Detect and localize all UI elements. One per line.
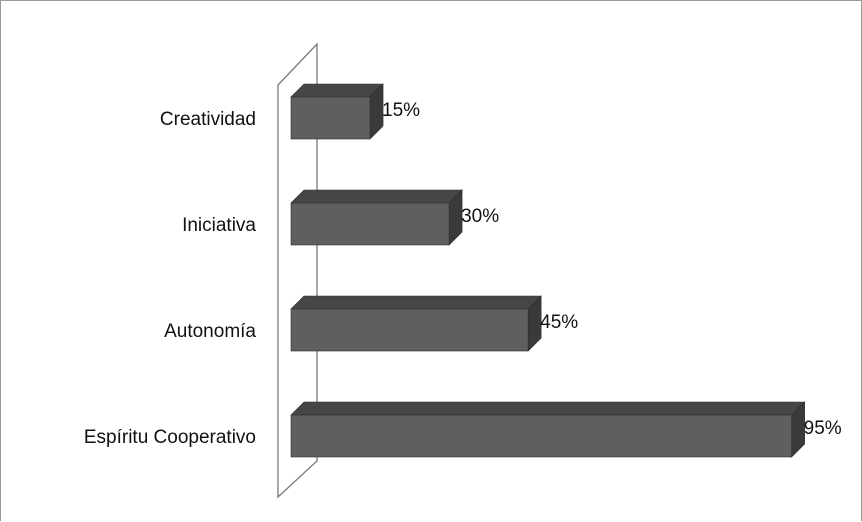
labels-group: Creatividad 15% Iniciativa 30% Autonomía 45% E… [84, 100, 842, 448]
bar-top-face [290, 83, 384, 98]
category-label: Iniciativa [182, 215, 256, 236]
axis-wall [277, 42, 318, 499]
data-label: 30% [461, 206, 499, 227]
bar [290, 308, 529, 352]
data-label: 45% [540, 312, 578, 333]
axis-wall-shape [277, 42, 318, 499]
bar-top-face [290, 401, 806, 416]
bar [290, 96, 371, 140]
data-label: 95% [804, 418, 842, 439]
category-label: Espíritu Cooperativo [84, 427, 256, 448]
bar-top-face [290, 295, 542, 310]
bar-top-face [290, 189, 463, 204]
category-label: Creatividad [160, 109, 256, 130]
category-label: Autonomía [164, 321, 256, 342]
bar [290, 202, 450, 246]
bars-group [290, 83, 806, 458]
data-label: 15% [382, 100, 420, 121]
bar [290, 414, 792, 458]
